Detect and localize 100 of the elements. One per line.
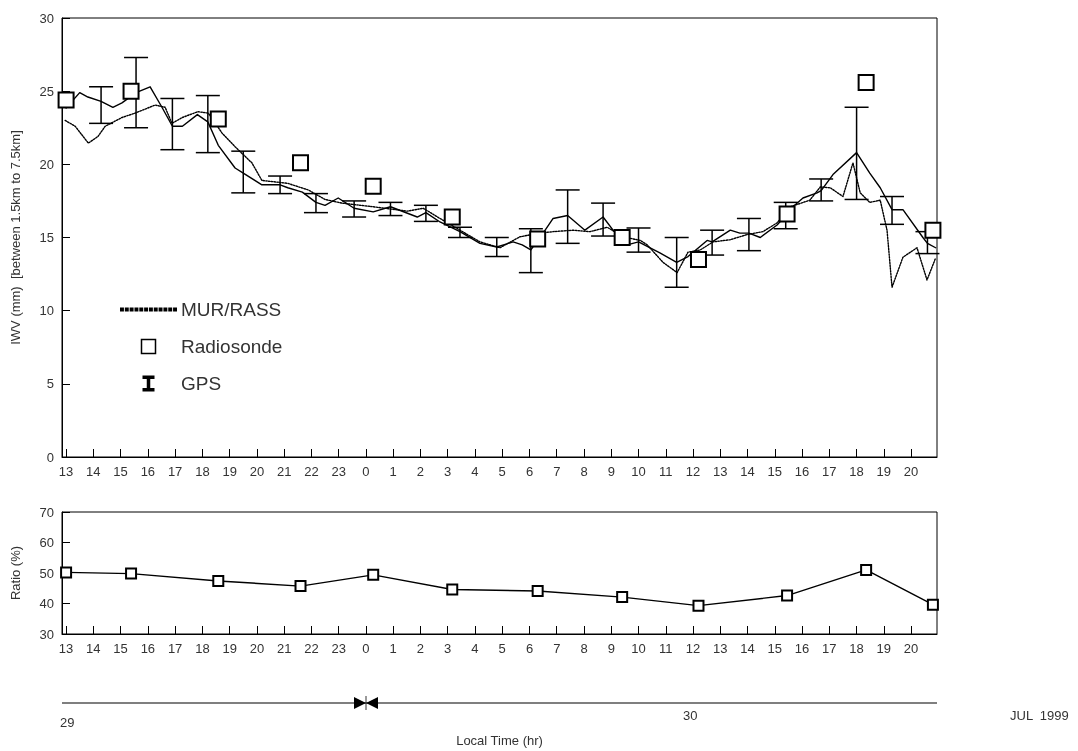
point bbox=[531, 585, 544, 597]
point bbox=[613, 229, 631, 246]
y-tick-label: 70 bbox=[39, 504, 54, 520]
x-tick-label: 17 bbox=[822, 641, 837, 656]
x-tick-label: 5 bbox=[498, 464, 506, 479]
y-tick-label: 50 bbox=[39, 565, 54, 581]
x-tick-label: 13 bbox=[713, 464, 728, 479]
x-tick-label: 11 bbox=[659, 641, 673, 656]
point bbox=[781, 589, 794, 602]
x-tick-label: 16 bbox=[140, 641, 156, 656]
x-tick-label: 20 bbox=[903, 641, 919, 656]
x-tick-label: 6 bbox=[525, 464, 534, 479]
x-tick-label: 19 bbox=[222, 641, 237, 656]
x-tick-label: 7 bbox=[553, 641, 561, 656]
x-tick-label: 14 bbox=[740, 464, 755, 479]
x-tick-label: 3 bbox=[444, 464, 452, 479]
x-tick-label: 20 bbox=[249, 464, 265, 479]
x-tick-label: 20 bbox=[903, 464, 919, 479]
x-tick-label: 17 bbox=[167, 464, 183, 479]
x-tick-label: 14 bbox=[740, 641, 755, 656]
x-tick-label: 19 bbox=[876, 641, 892, 656]
x-tick-label: 1 bbox=[389, 464, 397, 479]
point bbox=[446, 583, 459, 596]
x-tick-label: 4 bbox=[471, 641, 479, 656]
x-tick-label: 9 bbox=[607, 641, 615, 656]
x-tick-label: 10 bbox=[631, 464, 646, 479]
point bbox=[294, 580, 307, 593]
x-tick-label: 23 bbox=[331, 464, 346, 479]
point bbox=[209, 110, 227, 128]
x-tick-label: 19 bbox=[222, 464, 237, 479]
x-tick-label: 15 bbox=[113, 641, 128, 656]
x-tick-label: 23 bbox=[331, 641, 346, 656]
x-tick-label: 11 bbox=[659, 464, 673, 479]
x-tick-label: 3 bbox=[444, 641, 452, 656]
x-tick-label: 18 bbox=[195, 641, 210, 656]
x-tick-label: 5 bbox=[498, 641, 506, 656]
legend-label: GPS bbox=[181, 373, 222, 394]
legend-label: Radiosonde bbox=[181, 336, 283, 357]
x-tick-label: 1 bbox=[389, 641, 397, 656]
y-tick-label: 30 bbox=[39, 626, 54, 642]
point bbox=[529, 230, 547, 248]
y-axis-title: IWV (mm) [between 1.5km to 7.5km] bbox=[8, 130, 23, 345]
y-axis-title: Ratio (%) bbox=[8, 545, 23, 601]
x-tick-label: 21 bbox=[276, 464, 292, 479]
point bbox=[616, 591, 629, 604]
x-tick-label: 2 bbox=[416, 464, 425, 479]
y-tick-label: 0 bbox=[46, 449, 54, 465]
x-tick-label: 19 bbox=[876, 464, 892, 479]
x-tick-label: 18 bbox=[849, 464, 864, 479]
point bbox=[692, 599, 705, 612]
x-tick-label: 22 bbox=[304, 641, 319, 656]
x-tick-label: 14 bbox=[86, 464, 101, 479]
point bbox=[367, 568, 380, 581]
point bbox=[443, 208, 461, 226]
x-tick-label: 2 bbox=[416, 641, 425, 656]
x-tick-label: 6 bbox=[525, 641, 534, 656]
x-tick-label: 9 bbox=[607, 464, 615, 479]
x-axis-title: Local Time (hr) bbox=[456, 733, 543, 748]
y-tick-label: 15 bbox=[39, 230, 54, 245]
y-tick-label: 30 bbox=[39, 10, 54, 26]
x-tick-label: 13 bbox=[713, 641, 728, 656]
x-tick-label: 0 bbox=[362, 641, 370, 656]
point bbox=[778, 205, 796, 223]
point bbox=[122, 82, 140, 100]
y-tick-label: 5 bbox=[46, 376, 54, 392]
x-tick-label: 20 bbox=[249, 641, 265, 656]
x-tick-label: 7 bbox=[553, 464, 561, 479]
x-tick-label: 16 bbox=[140, 464, 156, 479]
point bbox=[60, 566, 73, 579]
x-tick-label: 10 bbox=[631, 641, 646, 656]
text: 30 bbox=[683, 708, 698, 723]
point bbox=[125, 567, 138, 580]
x-tick-label: 13 bbox=[58, 464, 74, 479]
y-tick-label: 20 bbox=[39, 156, 54, 172]
point bbox=[364, 177, 382, 195]
x-tick-label: 15 bbox=[767, 464, 783, 479]
x-tick-label: 16 bbox=[794, 641, 810, 656]
point bbox=[857, 73, 875, 91]
x-tick-label: 0 bbox=[362, 464, 370, 479]
point bbox=[860, 563, 873, 576]
y-tick-label: 25 bbox=[39, 83, 54, 99]
x-tick-label: 22 bbox=[304, 464, 319, 479]
point bbox=[924, 221, 942, 239]
x-tick-label: 15 bbox=[113, 464, 128, 479]
y-tick-label: 60 bbox=[39, 535, 54, 550]
x-tick-label: 15 bbox=[767, 641, 783, 656]
x-tick-label: 18 bbox=[195, 464, 210, 479]
x-tick-label: 12 bbox=[685, 641, 701, 656]
x-tick-label: 17 bbox=[167, 641, 183, 656]
x-tick-label: 12 bbox=[685, 464, 701, 479]
x-tick-label: 21 bbox=[276, 641, 292, 656]
text: JUL 1999 bbox=[1010, 708, 1069, 723]
y-tick-label: 40 bbox=[39, 596, 54, 611]
legend-label: MUR/RASS bbox=[181, 299, 282, 320]
x-tick-label: 8 bbox=[580, 641, 588, 656]
x-tick-label: 14 bbox=[86, 641, 101, 656]
point bbox=[212, 574, 225, 587]
x-tick-label: 18 bbox=[849, 641, 864, 656]
y-tick-label: 10 bbox=[39, 303, 54, 319]
x-tick-label: 16 bbox=[794, 464, 810, 479]
